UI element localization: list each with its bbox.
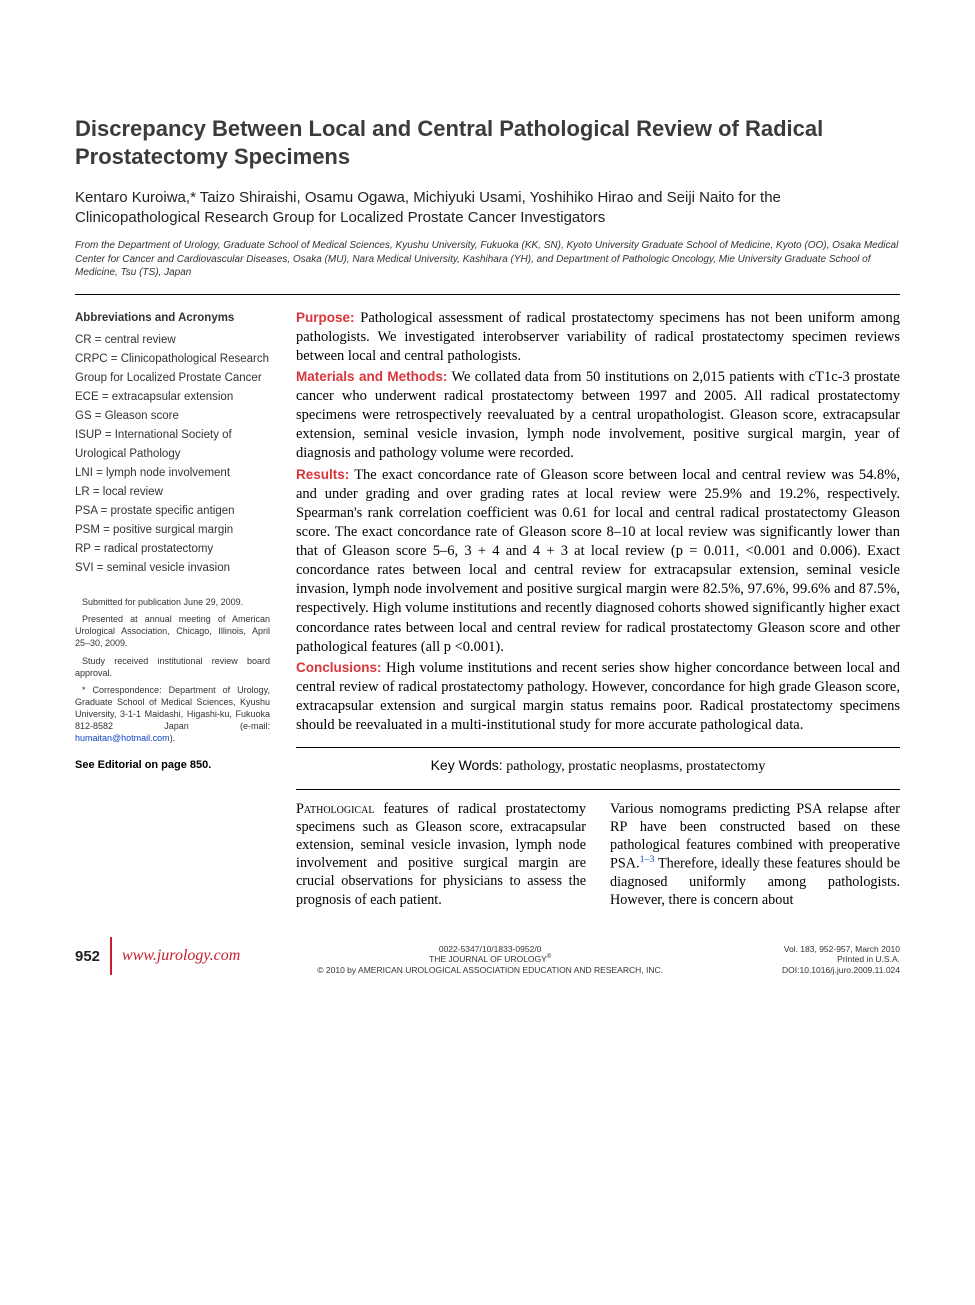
- abbr-item: LR = local review: [75, 483, 270, 502]
- page-number: 952: [75, 948, 100, 965]
- keywords: Key Words: pathology, prostatic neoplasm…: [296, 756, 900, 776]
- top-rule: [75, 294, 900, 295]
- note-irb: Study received institutional review boar…: [75, 655, 270, 679]
- footer-center: 0022-5347/10/1833-0952/0 THE JOURNAL OF …: [254, 944, 726, 976]
- body-col-1: Pathological features of radical prostat…: [296, 800, 586, 910]
- doi: DOI:10.1016/j.juro.2009.11.024: [740, 965, 900, 976]
- abbr-item: CR = central review: [75, 331, 270, 350]
- page-footer: 952 www.jurology.com 0022-5347/10/1833-0…: [75, 937, 900, 975]
- body-col-2: Various nomograms predicting PSA relapse…: [610, 800, 900, 910]
- abbr-item: LNI = lymph node involvement: [75, 464, 270, 483]
- author-line: Kentaro Kuroiwa,* Taizo Shiraishi, Osamu…: [75, 188, 900, 227]
- issn: 0022-5347/10/1833-0952/0: [254, 944, 726, 955]
- printed-in: Printed in U.S.A.: [740, 954, 900, 965]
- journal-name: THE JOURNAL OF UROLOGY®: [254, 954, 726, 965]
- abbr-item: SVI = seminal vesicle invasion: [75, 559, 270, 578]
- volume-info: Vol. 183, 952-957, March 2010: [740, 944, 900, 955]
- footer-bar: [110, 937, 112, 975]
- keywords-bottom-rule: [296, 789, 900, 790]
- abbr-list: CR = central reviewCRPC = Clinicopatholo…: [75, 331, 270, 578]
- footer-right: Vol. 183, 952-957, March 2010 Printed in…: [740, 944, 900, 976]
- abbr-item: PSM = positive surgical margin: [75, 521, 270, 540]
- correspondence-email[interactable]: humaitan@hotmail.com: [75, 733, 170, 743]
- abstract-methods: Materials and Methods: We collated data …: [296, 368, 900, 464]
- abstract: Purpose: Pathological assessment of radi…: [296, 309, 900, 910]
- abbr-item: PSA = prostate specific antigen: [75, 502, 270, 521]
- abbreviations-box: Abbreviations and Acronyms CR = central …: [75, 309, 270, 579]
- conclusions-label: Conclusions:: [296, 660, 382, 675]
- abbr-item: ISUP = International Society of Urologic…: [75, 426, 270, 464]
- abbr-heading: Abbreviations and Acronyms: [75, 309, 270, 328]
- abbr-item: RP = radical prostatectomy: [75, 540, 270, 559]
- methods-label: Materials and Methods:: [296, 369, 447, 384]
- keywords-top-rule: [296, 747, 900, 748]
- note-submitted: Submitted for publication June 29, 2009.: [75, 596, 270, 608]
- purpose-label: Purpose:: [296, 310, 355, 325]
- main-columns: Abbreviations and Acronyms CR = central …: [75, 309, 900, 910]
- article-title: Discrepancy Between Local and Central Pa…: [75, 115, 900, 170]
- journal-url[interactable]: www.jurology.com: [122, 947, 240, 965]
- abbr-item: CRPC = Clinicopathological Research Grou…: [75, 350, 270, 388]
- body-text-columns: Pathological features of radical prostat…: [296, 800, 900, 910]
- see-editorial: See Editorial on page 850.: [75, 759, 270, 771]
- note-correspondence: * Correspondence: Department of Urology,…: [75, 684, 270, 745]
- abbr-item: ECE = extracapsular extension: [75, 388, 270, 407]
- citation-ref[interactable]: 1–3: [640, 854, 655, 865]
- side-notes: Submitted for publication June 29, 2009.…: [75, 596, 270, 745]
- abstract-conclusions: Conclusions: High volume institutions an…: [296, 659, 900, 736]
- keywords-label: Key Words:: [431, 757, 503, 773]
- sidebar: Abbreviations and Acronyms CR = central …: [75, 309, 270, 910]
- copyright: © 2010 by AMERICAN UROLOGICAL ASSOCIATIO…: [254, 965, 726, 976]
- abstract-purpose: Purpose: Pathological assessment of radi…: [296, 309, 900, 366]
- results-label: Results:: [296, 467, 349, 482]
- note-presented: Presented at annual meeting of American …: [75, 613, 270, 649]
- abbr-item: GS = Gleason score: [75, 407, 270, 426]
- affiliation: From the Department of Urology, Graduate…: [75, 239, 900, 280]
- abstract-results: Results: The exact concordance rate of G…: [296, 466, 900, 657]
